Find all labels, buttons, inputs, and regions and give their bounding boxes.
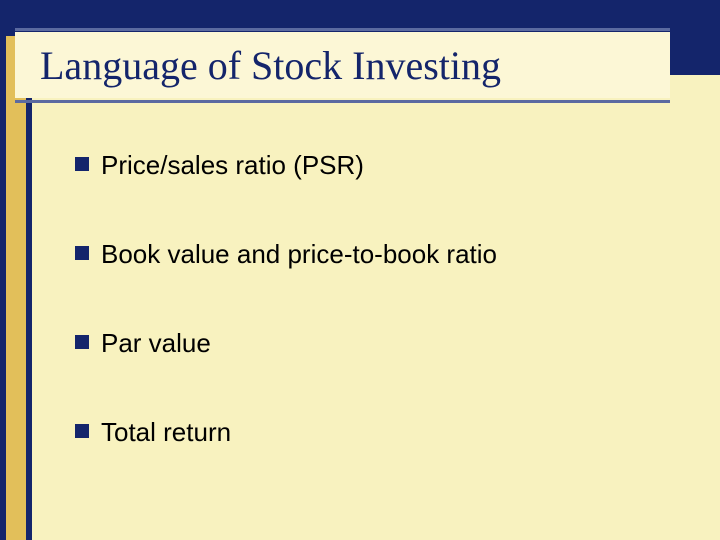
- bullet-text: Price/sales ratio (PSR): [101, 150, 364, 181]
- slide: Language of Stock Investing Price/sales …: [0, 0, 720, 540]
- bullet-square-icon: [75, 335, 89, 349]
- title-container: Language of Stock Investing: [15, 10, 670, 100]
- bullet-row: Book value and price-to-book ratio: [75, 239, 675, 270]
- bullet-row: Total return: [75, 417, 675, 448]
- bullet-square-icon: [75, 157, 89, 171]
- bullet-square-icon: [75, 246, 89, 260]
- content-area: Price/sales ratio (PSR) Book value and pr…: [75, 150, 675, 506]
- slide-title: Language of Stock Investing: [40, 42, 501, 89]
- bullet-text: Total return: [101, 417, 231, 448]
- bullet-text: Par value: [101, 328, 211, 359]
- title-bottom-rule: [15, 100, 670, 103]
- bullet-text: Book value and price-to-book ratio: [101, 239, 497, 270]
- bullet-square-icon: [75, 424, 89, 438]
- left-stripe-inner: [6, 36, 26, 540]
- title-top-rule: [15, 28, 670, 31]
- title-box: Language of Stock Investing: [15, 32, 670, 98]
- bullet-row: Price/sales ratio (PSR): [75, 150, 675, 181]
- bullet-row: Par value: [75, 328, 675, 359]
